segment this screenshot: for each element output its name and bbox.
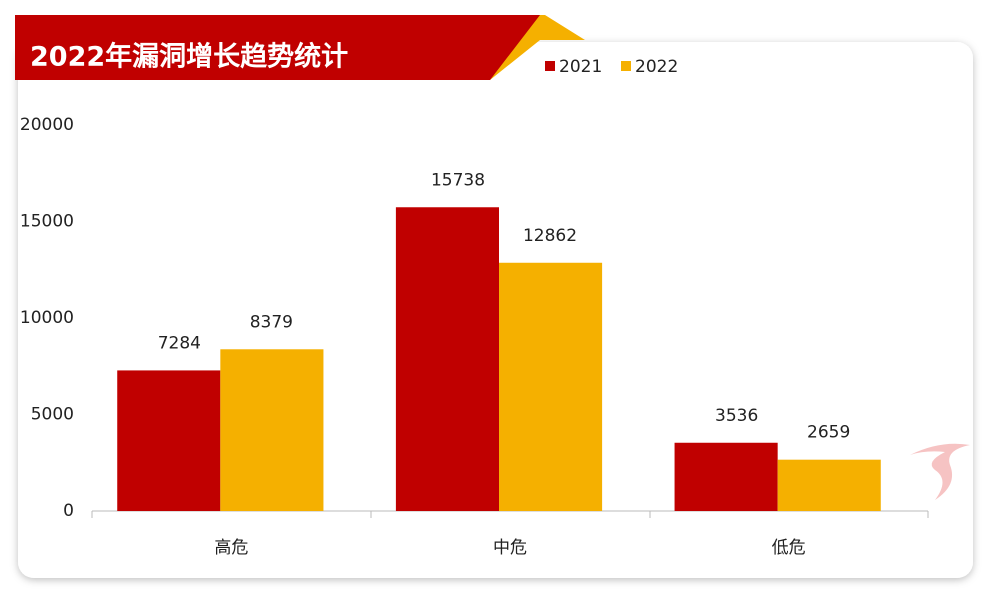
value-label: 8379: [250, 312, 293, 332]
x-tick-label: 高危: [214, 538, 248, 558]
bar: [499, 262, 603, 511]
value-label: 7284: [158, 333, 201, 353]
value-label: 3536: [715, 406, 758, 426]
y-tick-label: 5000: [31, 405, 74, 425]
title-banner: [15, 15, 540, 80]
decoration: [910, 443, 970, 500]
legend-swatch: [621, 61, 631, 71]
chart-title: 2022年漏洞增长趋势统计: [30, 41, 348, 73]
y-tick-label: 20000: [20, 115, 74, 135]
bar: [777, 459, 881, 511]
value-label: 12862: [523, 226, 577, 246]
x-axis-ticks: [91, 511, 929, 518]
bar: [117, 370, 221, 511]
legend-label: 2021: [559, 57, 602, 77]
y-tick-label: 15000: [20, 212, 74, 232]
x-tick-label: 低危: [772, 538, 806, 558]
y-tick-label: 0: [63, 501, 74, 521]
y-tick-label: 10000: [20, 308, 74, 328]
legend-swatch: [545, 61, 555, 71]
value-label: 15738: [431, 170, 485, 190]
legend-label: 2022: [635, 57, 678, 77]
x-tick-label: 中危: [493, 538, 527, 558]
value-label: 2659: [807, 423, 850, 443]
bar: [395, 207, 499, 512]
bar: [674, 442, 778, 511]
bar: [220, 349, 324, 511]
